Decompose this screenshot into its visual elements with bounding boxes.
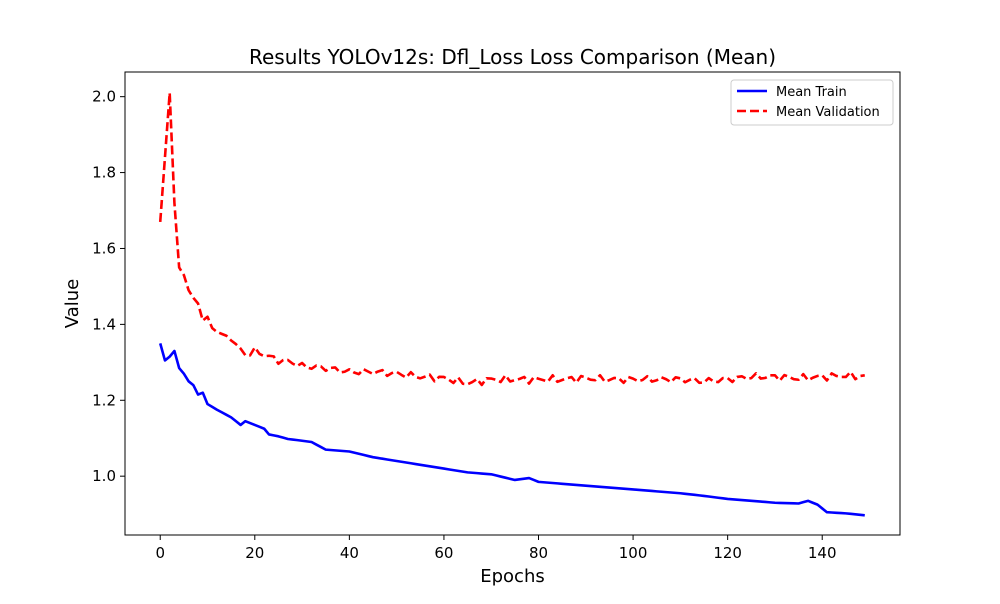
y-tick-label: 1.8 (92, 164, 116, 182)
x-tick-label: 120 (713, 544, 742, 562)
x-tick-label: 40 (340, 544, 359, 562)
legend-box (730, 79, 894, 126)
y-tick-label: 1.6 (92, 239, 116, 257)
y-tick-label: 1.2 (92, 391, 116, 409)
y-tick-label: 2.0 (92, 88, 116, 106)
legend-label-mean-train: Mean Train (776, 85, 847, 100)
x-tick-label: 140 (808, 544, 837, 562)
y-axis-label: Value (62, 279, 83, 328)
x-tick-label: 80 (529, 544, 548, 562)
legend-label-mean-validation: Mean Validation (776, 105, 880, 120)
y-tick-label: 1.0 (92, 467, 116, 485)
y-tick-label: 1.4 (92, 315, 116, 333)
series-line-mean-validation (158, 91, 865, 387)
x-axis-label: Epochs (480, 566, 545, 587)
chart-title: Results YOLOv12s: Dfl_Loss Loss Comparis… (249, 45, 776, 69)
x-tick-label: 0 (155, 544, 165, 562)
x-tick-label: 60 (434, 544, 453, 562)
x-tick-label: 100 (619, 544, 648, 562)
legend: Mean Train Mean Validation (730, 79, 894, 126)
x-tick-label: 20 (245, 544, 264, 562)
plot-frame (124, 71, 901, 536)
series-line-mean-train (158, 343, 865, 517)
